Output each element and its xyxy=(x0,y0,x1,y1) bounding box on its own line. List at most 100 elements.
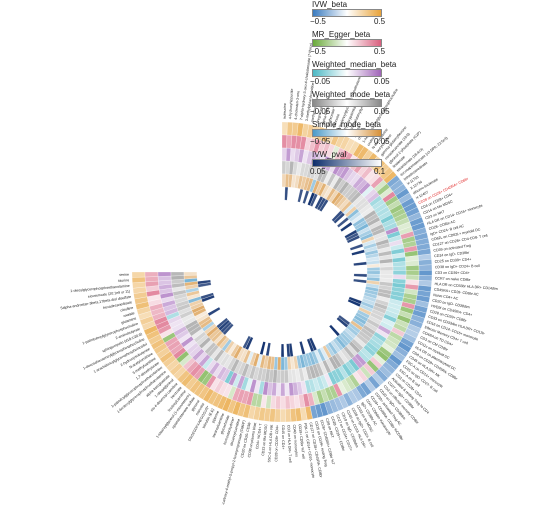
heatmap-cell xyxy=(131,276,146,284)
heatmap-cell xyxy=(281,134,288,149)
legend-gradient xyxy=(312,39,382,47)
heatmap-cells xyxy=(131,121,433,423)
row-label: glycocholate xyxy=(220,415,231,435)
row-label: mannitol xyxy=(195,402,205,416)
row-label: CCR7 on naive CD8br xyxy=(435,276,472,282)
legend-gradient xyxy=(312,129,382,137)
legend-tick-high: 0.05 xyxy=(374,77,390,86)
heatmap-cell xyxy=(418,270,433,276)
legend-tick-high: 0.5 xyxy=(374,17,386,26)
heatmap-cell xyxy=(353,267,368,272)
row-label: glutamine xyxy=(121,316,137,325)
heatmap-cell xyxy=(418,264,433,271)
heatmap-cell xyxy=(196,271,211,276)
heatmap-cell xyxy=(170,275,185,281)
row-label: CD3 on CD39+ CD4+ xyxy=(435,271,470,275)
row-label: CD45 on CD4+ xyxy=(281,425,285,450)
legend-tick-low: −0.5 xyxy=(310,17,326,26)
legend-title: Simple_mode_beta xyxy=(312,120,381,129)
heatmap-cell xyxy=(280,395,286,410)
legend-tick-low: −0.05 xyxy=(310,137,331,146)
row-label: CD3 on HLA DR+ T cell xyxy=(287,425,293,463)
heatmap-cell xyxy=(280,408,286,423)
heatmap-cell xyxy=(379,266,394,271)
heatmap-cell xyxy=(274,408,281,423)
heatmap-cell xyxy=(405,270,420,276)
heatmap-cell xyxy=(280,343,285,358)
row-label: CD25 on CD39+ CD4+ xyxy=(435,257,472,263)
heatmap-cell xyxy=(366,270,381,275)
heatmap-cell xyxy=(183,271,198,276)
heatmap-cell xyxy=(275,382,281,397)
heatmap-cell xyxy=(157,271,172,277)
heatmap-cell xyxy=(285,408,292,423)
row-label: methylsuccinate xyxy=(310,96,319,122)
row-label: CD8 on NKT xyxy=(325,418,335,439)
row-label: CD20 on IgD- CD38dim xyxy=(432,298,470,309)
heatmap-cell xyxy=(284,369,289,384)
heatmap-cell xyxy=(353,270,368,275)
legend-title: Weighted_median_beta xyxy=(312,60,397,69)
row-label: X-11793 xyxy=(406,175,419,186)
heatmap-cell xyxy=(144,271,159,278)
row-label: mannose xyxy=(332,113,341,128)
row-label: 3-methylglutarylcarnitine xyxy=(305,82,315,121)
heatmap-cell xyxy=(281,173,286,188)
row-label: CD45RA+ CD28- CD8br AC xyxy=(434,287,479,296)
legend-tick-low: −0.05 xyxy=(310,107,331,116)
heatmap-cell xyxy=(418,259,432,266)
row-label: decanoylcarnitine xyxy=(229,418,241,446)
heatmap-cell xyxy=(170,271,185,277)
legend-simple-mode-beta: Simple_mode_beta −0.05 0.05 xyxy=(310,120,392,150)
row-label: X-12734 xyxy=(409,180,423,191)
heatmap-cell xyxy=(405,265,420,271)
legend-weighted-mode-beta: Weighted_mode_beta −0.05 0.05 xyxy=(310,90,392,120)
legend-gradient xyxy=(312,69,382,77)
row-label: hexadecanedioate xyxy=(103,300,133,310)
row-label: X-12407 xyxy=(415,190,429,200)
heatmap-cell xyxy=(418,275,433,282)
legend-title: IVW_pval xyxy=(312,150,347,159)
row-label: CD40 on monocytes xyxy=(292,424,299,457)
legend-tick-high: 0.5 xyxy=(374,47,386,56)
legend-ivw-pval: IVW_pval 0.05 0.1 xyxy=(310,150,392,180)
heatmap-cell xyxy=(281,121,288,136)
legend-ivw-beta: IVW_beta −0.5 0.5 xyxy=(310,0,392,30)
heatmap-cell xyxy=(283,356,289,371)
heatmap-cell xyxy=(405,260,419,267)
heatmap-cell xyxy=(275,395,281,410)
heatmap-cell xyxy=(281,147,287,162)
row-label: CD4+ %CD4+ T xyxy=(255,422,263,449)
heatmap-cell xyxy=(366,267,381,272)
row-label: HLA DR on CD33br HLA DR+ CD14dim xyxy=(434,282,498,291)
row-label: glycerol xyxy=(190,399,200,412)
row-labels: isoleucine 4-hydroxyhippurate 4-cholesten-… xyxy=(60,43,498,505)
legend-tick-low: −0.5 xyxy=(310,47,326,56)
row-label: uridine xyxy=(366,135,375,146)
legend-title: IVW_beta xyxy=(312,0,348,9)
legend-gradient xyxy=(312,9,382,17)
heatmap-cell xyxy=(131,271,146,278)
heatmap-cell xyxy=(284,395,291,410)
legend-mr-egger-beta: MR_Egger_beta −0.5 0.5 xyxy=(310,30,392,60)
heatmap-cell xyxy=(280,382,286,397)
legend-tick-low: −0.05 xyxy=(310,77,331,86)
heatmap-cell xyxy=(379,270,394,275)
legend-tick-low: 0.05 xyxy=(310,167,326,176)
row-label: CD24 on IgD- CD38br xyxy=(434,251,470,259)
legend-tick-high: 0.05 xyxy=(374,107,390,116)
row-label: 4-cholesten-3-one xyxy=(294,91,301,120)
heatmap-cell xyxy=(280,369,285,384)
heatmap-cell xyxy=(392,270,407,276)
heatmap-cell xyxy=(281,160,287,175)
row-label: serine xyxy=(119,273,129,277)
row-label: erythronate* xyxy=(326,106,336,126)
legend-title: MR_Egger_beta xyxy=(312,30,371,39)
row-label: eicosenoate (20:1n9 or 11) xyxy=(88,289,131,298)
row-label: alpha-tocopherol xyxy=(321,98,332,125)
row-label: CD33 on Mo MDSC xyxy=(261,424,268,456)
row-label: pregnenolone xyxy=(316,101,325,123)
legend-title: Weighted_mode_beta xyxy=(312,90,391,99)
legend-gradient xyxy=(312,99,382,107)
